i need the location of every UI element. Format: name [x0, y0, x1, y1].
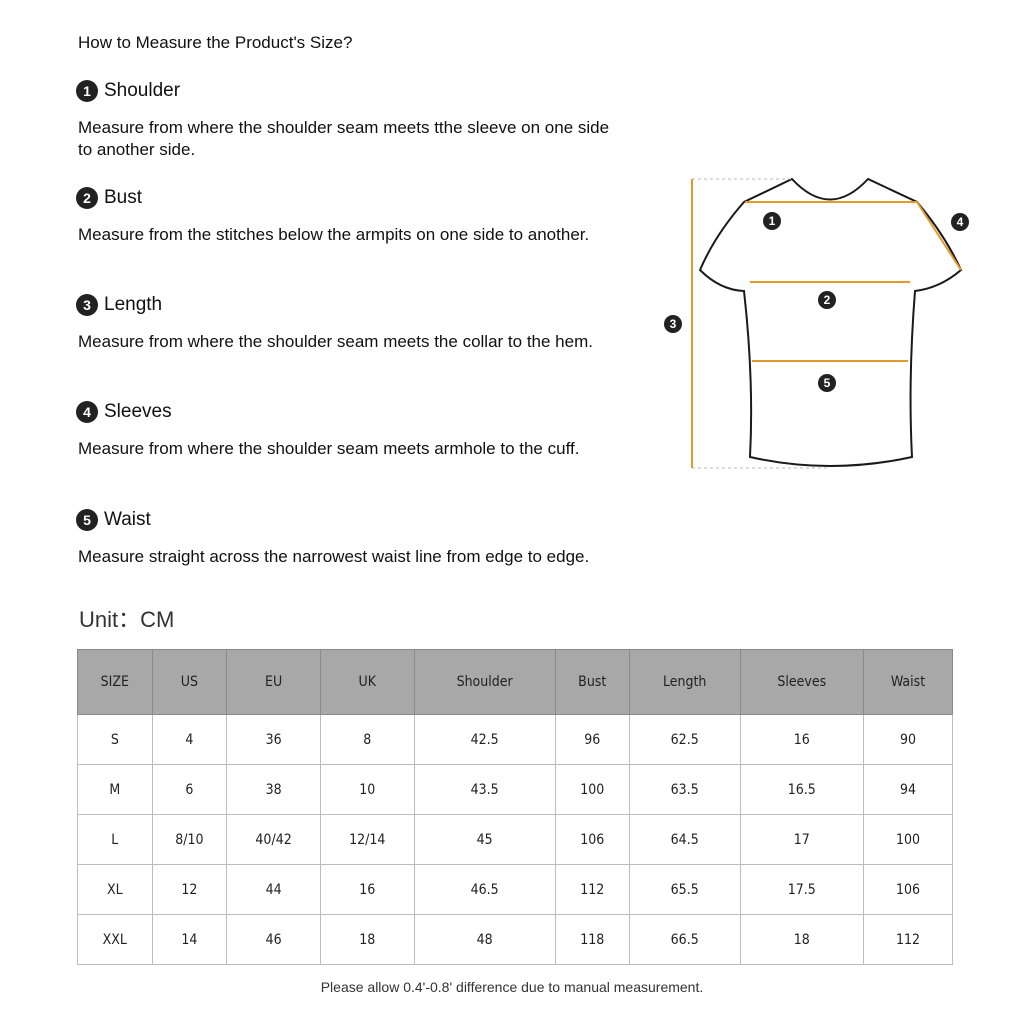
number-badge: 4 [76, 401, 98, 423]
marker-3: 3 [664, 315, 682, 333]
table-cell: 48 [413, 914, 556, 965]
table-cell: 12 [151, 864, 228, 915]
measurement-note: Please allow 0.4'-0.8' difference due to… [320, 979, 704, 995]
marker-2: 2 [818, 291, 836, 309]
table-cell: 6 [151, 764, 228, 815]
table-cell: 106 [863, 864, 953, 915]
number-badge: 5 [76, 509, 98, 531]
table-cell: 112 [863, 914, 953, 965]
section-description: Measure from where the shoulder seam mee… [78, 118, 610, 159]
table-cell: 63.5 [628, 764, 741, 815]
svg-text:4: 4 [957, 215, 964, 229]
table-cell: M [77, 764, 153, 815]
table-cell: 38 [226, 764, 321, 815]
table-row: S 4 36 8 42.5 96 62.5 16 90 [77, 714, 953, 765]
section-heading-sleeves: 4 Sleeves [76, 401, 172, 423]
svg-text:1: 1 [769, 214, 776, 228]
table-row: L 8/10 40/42 12/14 45 106 64.5 17 100 [77, 814, 953, 865]
page-title: How to Measure the Product's Size? [78, 33, 353, 52]
table-cell: S [77, 714, 153, 765]
number-badge: 3 [76, 294, 98, 316]
table-cell: 44 [226, 864, 321, 915]
column-header: SIZE [77, 649, 153, 715]
table-cell: 17 [739, 814, 865, 865]
section-description: Measure from where the shoulder seam mee… [78, 439, 580, 458]
table-row: XL 12 44 16 46.5 112 65.5 17.5 106 [77, 864, 953, 915]
column-header: Shoulder [413, 649, 556, 715]
section-description: Measure from the stitches below the armp… [78, 225, 590, 244]
svg-text:3: 3 [670, 317, 677, 331]
table-cell: 94 [863, 764, 953, 815]
table-cell: XL [77, 864, 153, 915]
section-name: Waist [104, 509, 151, 530]
table-row: XXL 14 46 18 48 118 66.5 18 112 [77, 914, 953, 965]
tshirt-outline [698, 177, 963, 467]
section-description: Measure from where the shoulder seam mee… [78, 332, 593, 351]
section-heading-length: 3 Length [76, 294, 162, 316]
table-cell: 112 [554, 864, 630, 915]
table-cell: 64.5 [628, 814, 741, 865]
marker-1: 1 [763, 212, 781, 230]
table-cell: 100 [554, 764, 630, 815]
table-row: M 6 38 10 43.5 100 63.5 16.5 94 [77, 764, 953, 815]
table-cell: 62.5 [628, 714, 741, 765]
table-cell: 96 [554, 714, 630, 765]
section-heading-bust: 2 Bust [76, 187, 142, 209]
column-header: EU [226, 649, 321, 715]
number-badge: 2 [76, 187, 98, 209]
svg-text:5: 5 [824, 376, 831, 390]
table-cell: XXL [77, 914, 153, 965]
table-cell: 16.5 [739, 764, 865, 815]
table-cell: 40/42 [226, 814, 321, 865]
column-header: US [151, 649, 228, 715]
table-cell: 90 [863, 714, 953, 765]
table-cell: 42.5 [413, 714, 556, 765]
column-header: Length [628, 649, 741, 715]
table-cell: 8/10 [151, 814, 228, 865]
table-cell: 14 [151, 914, 228, 965]
table-cell: 66.5 [628, 914, 741, 965]
table-cell: 18 [319, 914, 415, 965]
table-cell: 118 [554, 914, 630, 965]
table-cell: 46 [226, 914, 321, 965]
sleeve-line [916, 201, 962, 271]
marker-4: 4 [951, 213, 969, 231]
column-header: Waist [863, 649, 953, 715]
table-cell: 16 [319, 864, 415, 915]
number-badge: 1 [76, 80, 98, 102]
table-cell: 4 [151, 714, 228, 765]
section-name: Length [104, 294, 163, 315]
table-cell: 100 [863, 814, 953, 865]
table-cell: 45 [413, 814, 556, 865]
table-cell: 12/14 [319, 814, 415, 865]
table-cell: 10 [319, 764, 415, 815]
table-cell: 106 [554, 814, 630, 865]
table-cell: L [77, 814, 153, 865]
size-table: SIZE US EU UK Shoulder Bust Length Sleeves Waist… [77, 649, 953, 965]
section-description: Measure straight across the narrowest wa… [78, 547, 590, 566]
section-heading-waist: 5 Waist [76, 509, 151, 531]
table-cell: 17.5 [739, 864, 865, 915]
column-header: Sleeves [739, 649, 865, 715]
table-header-row: SIZE US EU UK Shoulder Bust Length Sleeves Waist [77, 649, 953, 715]
section-heading-shoulder: 1 Shoulder [76, 80, 180, 102]
section-name: Shoulder [104, 80, 181, 101]
column-header: UK [319, 649, 415, 715]
section-name: Bust [104, 187, 143, 208]
table-cell: 43.5 [413, 764, 556, 815]
table-cell: 36 [226, 714, 321, 765]
svg-text:2: 2 [824, 293, 831, 307]
table-cell: 65.5 [628, 864, 741, 915]
section-name: Sleeves [104, 401, 172, 422]
table-cell: 16 [739, 714, 865, 765]
table-cell: 8 [319, 714, 415, 765]
table-cell: 18 [739, 914, 865, 965]
marker-5: 5 [818, 374, 836, 392]
table-cell: 46.5 [413, 864, 556, 915]
unit-label: Unit：CM [79, 607, 175, 632]
column-header: Bust [554, 649, 630, 715]
